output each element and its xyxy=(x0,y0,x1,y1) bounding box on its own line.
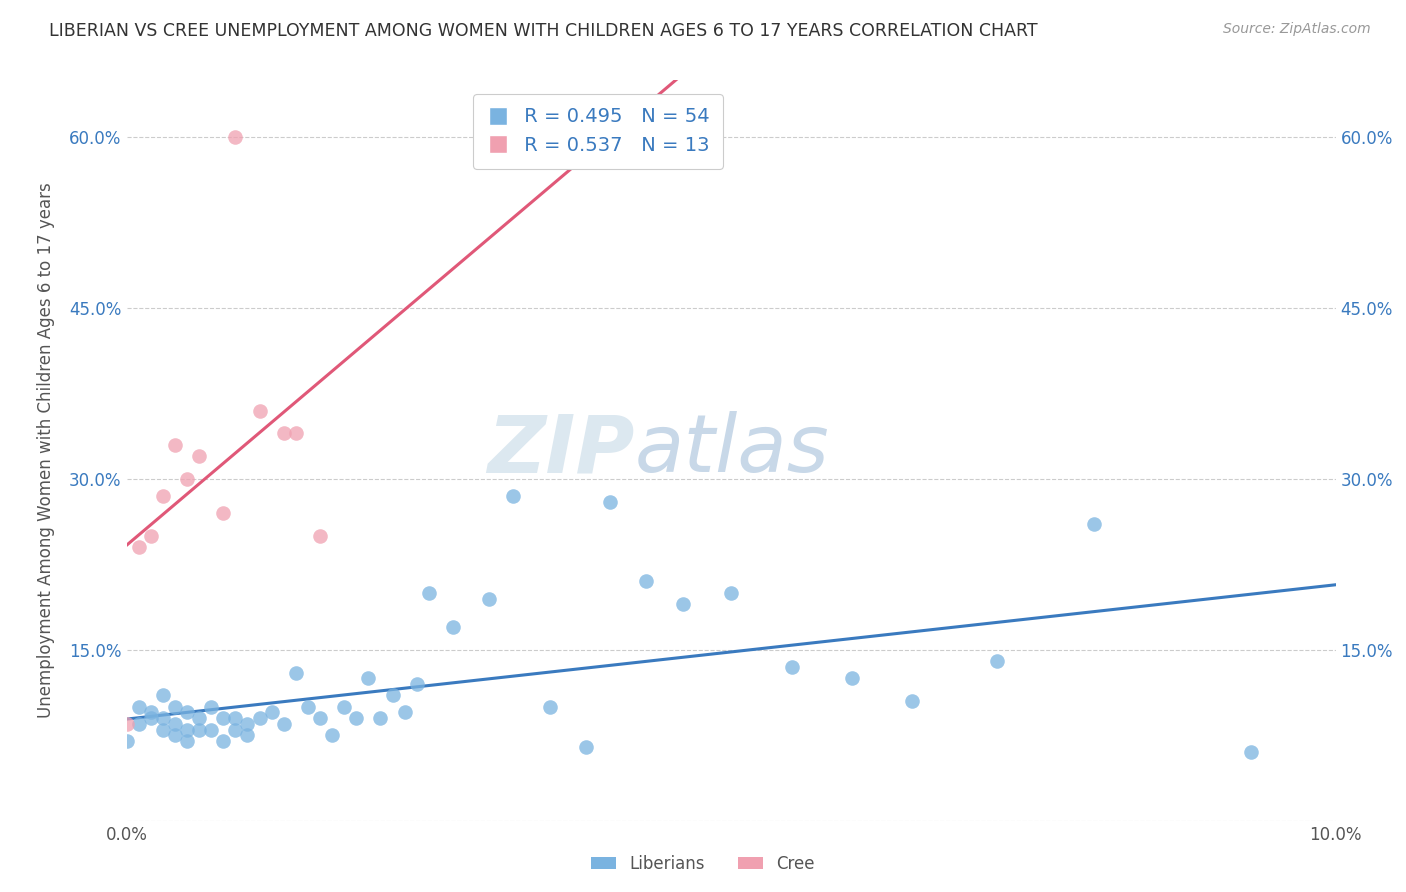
Point xyxy=(236,716,259,731)
Point xyxy=(538,699,561,714)
Point xyxy=(152,689,174,703)
Point xyxy=(986,654,1008,668)
Point xyxy=(636,574,658,589)
Point xyxy=(599,494,621,508)
Point xyxy=(370,711,392,725)
Point xyxy=(139,529,162,543)
Point xyxy=(163,716,186,731)
Point xyxy=(720,586,742,600)
Point xyxy=(901,694,924,708)
Text: LIBERIAN VS CREE UNEMPLOYMENT AMONG WOMEN WITH CHILDREN AGES 6 TO 17 YEARS CORRE: LIBERIAN VS CREE UNEMPLOYMENT AMONG WOME… xyxy=(49,22,1038,40)
Point xyxy=(260,706,283,720)
Point xyxy=(128,541,150,555)
Point xyxy=(502,489,524,503)
Point xyxy=(575,739,598,754)
Point xyxy=(284,665,307,680)
Point xyxy=(236,728,259,742)
Point xyxy=(152,711,174,725)
Point xyxy=(381,689,404,703)
Point xyxy=(139,706,162,720)
Point xyxy=(224,711,246,725)
Point xyxy=(188,723,211,737)
Point xyxy=(128,699,150,714)
Point xyxy=(200,723,222,737)
Point xyxy=(200,699,222,714)
Point xyxy=(1083,517,1105,532)
Point xyxy=(139,711,162,725)
Point xyxy=(224,130,246,145)
Point xyxy=(672,597,695,611)
Text: atlas: atlas xyxy=(634,411,830,490)
Point xyxy=(212,506,235,520)
Point xyxy=(841,671,863,685)
Point xyxy=(176,472,198,486)
Point xyxy=(357,671,380,685)
Point xyxy=(284,426,307,441)
Point xyxy=(1240,745,1263,759)
Point xyxy=(176,706,198,720)
Point xyxy=(212,734,235,748)
Point xyxy=(152,489,174,503)
Point xyxy=(394,706,416,720)
Point xyxy=(273,426,295,441)
Point xyxy=(333,699,356,714)
Point xyxy=(128,716,150,731)
Point xyxy=(309,711,332,725)
Point xyxy=(309,529,332,543)
Point xyxy=(321,728,343,742)
Point xyxy=(188,711,211,725)
Legend: Liberians, Cree: Liberians, Cree xyxy=(585,848,821,880)
Legend:  R = 0.495   N = 54,  R = 0.537   N = 13: R = 0.495 N = 54, R = 0.537 N = 13 xyxy=(474,94,723,169)
Point xyxy=(780,660,803,674)
Point xyxy=(163,438,186,452)
Point xyxy=(115,716,138,731)
Point xyxy=(152,723,174,737)
Point xyxy=(224,723,246,737)
Point xyxy=(163,728,186,742)
Text: Source: ZipAtlas.com: Source: ZipAtlas.com xyxy=(1223,22,1371,37)
Point xyxy=(405,677,427,691)
Point xyxy=(163,699,186,714)
Y-axis label: Unemployment Among Women with Children Ages 6 to 17 years: Unemployment Among Women with Children A… xyxy=(38,183,55,718)
Point xyxy=(115,734,138,748)
Point xyxy=(441,620,464,634)
Point xyxy=(212,711,235,725)
Point xyxy=(418,586,440,600)
Point xyxy=(176,723,198,737)
Point xyxy=(344,711,367,725)
Point xyxy=(249,711,271,725)
Point xyxy=(249,403,271,417)
Text: ZIP: ZIP xyxy=(486,411,634,490)
Point xyxy=(188,449,211,463)
Point xyxy=(297,699,319,714)
Point xyxy=(273,716,295,731)
Point xyxy=(176,734,198,748)
Point xyxy=(478,591,501,606)
